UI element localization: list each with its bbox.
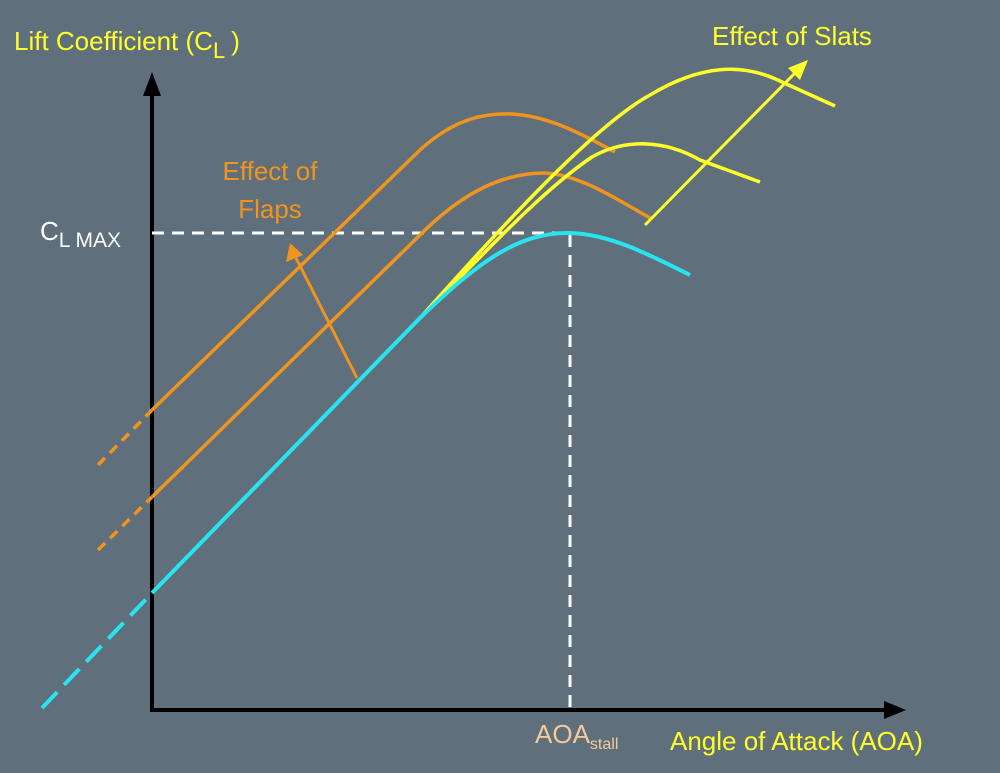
- y-axis-label-text: Lift Coefficient (C: [14, 26, 213, 56]
- slats-arrow-head: [788, 60, 808, 80]
- aoa-stall-subscript: stall: [590, 736, 618, 753]
- slat-curve-lower: [418, 142, 761, 320]
- flap-curve-extension: [96, 495, 154, 552]
- cl-max-label: CL MAX: [40, 216, 121, 252]
- basic-curve: [150, 230, 691, 595]
- slats-arrow: [643, 70, 798, 227]
- aoa-stall-label: AOAstall: [535, 719, 618, 753]
- flaps-label-line: Effect of: [223, 156, 319, 186]
- flaps-arrow: [294, 257, 359, 379]
- y-axis-label-suffix: ): [231, 26, 240, 56]
- x-axis-arrow: [884, 701, 906, 719]
- x-axis-label: Angle of Attack (AOA): [670, 726, 923, 756]
- flaps-arrow-head: [286, 243, 303, 262]
- cl-max-text: C: [40, 216, 59, 246]
- flap-curve-upper: [150, 112, 616, 412]
- aoa-stall-text: AOA: [535, 719, 591, 749]
- basic-curve-extension: [40, 591, 154, 710]
- y-axis-arrow: [143, 72, 161, 96]
- flaps-label-line: Flaps: [238, 194, 302, 224]
- y-axis-label-subscript: L: [213, 38, 225, 63]
- y-axis-label: Lift Coefficient (CL): [14, 26, 240, 63]
- slat-curve-upper: [418, 67, 836, 320]
- cl-max-subscript: L MAX: [59, 229, 121, 252]
- slats-label: Effect of Slats: [712, 21, 872, 51]
- flap-curve-extension: [96, 408, 154, 467]
- flap-curve-lower: [150, 171, 651, 499]
